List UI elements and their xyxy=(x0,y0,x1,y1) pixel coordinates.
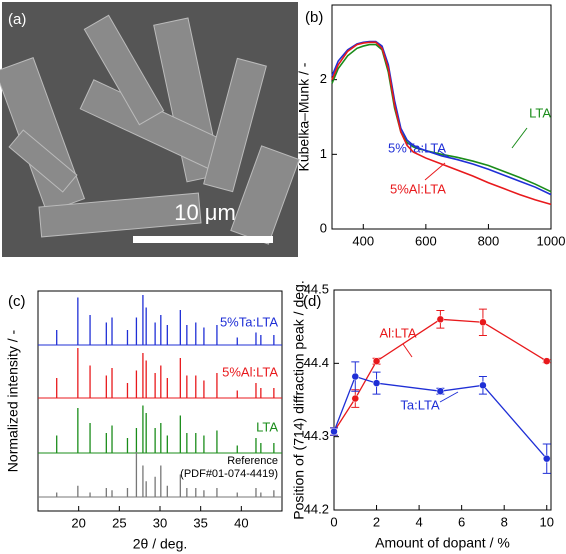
y-axis-label: Kubelka–Munk / - xyxy=(296,62,312,171)
spectrum-line xyxy=(332,45,551,192)
y-axis-label: Normalized intensity / - xyxy=(5,329,21,472)
series-label: LTA xyxy=(256,419,278,434)
data-point xyxy=(352,395,359,402)
x-tick-label: 20 xyxy=(71,515,85,530)
panel-label: (b) xyxy=(305,9,323,26)
data-point xyxy=(543,455,550,462)
scale-label: 10 μm xyxy=(174,200,236,225)
y-tick-label: 1 xyxy=(320,146,327,161)
scale-bar xyxy=(133,236,273,243)
x-tick-label: 800 xyxy=(478,233,500,248)
series-label: 5%Al:LTA xyxy=(390,181,446,196)
x-tick-label: 600 xyxy=(415,233,437,248)
data-point xyxy=(437,316,444,323)
x-tick-label: 4 xyxy=(415,514,422,529)
y-tick-label: 44.5 xyxy=(304,281,329,296)
x-tick-label: 10 xyxy=(540,514,554,529)
spectrum-line xyxy=(332,42,551,195)
data-point xyxy=(437,388,444,395)
y-tick-label: 0 xyxy=(320,220,327,235)
panel-label: (a) xyxy=(8,11,26,28)
data-point xyxy=(331,428,338,435)
figure: 10 μm (a) (b)4006008001000012Kubelka–Mun… xyxy=(0,0,566,554)
x-axis-label: Amount of dopant / % xyxy=(375,535,510,551)
series-label: Ta:LTA xyxy=(400,397,440,412)
data-point xyxy=(479,319,486,326)
x-axis-label: 2θ / deg. xyxy=(133,536,188,552)
series-label: LTA xyxy=(529,105,551,120)
y-tick-label: 44.3 xyxy=(304,428,329,443)
x-tick-label: 40 xyxy=(234,515,248,530)
data-point xyxy=(543,358,550,365)
data-point xyxy=(373,380,380,387)
x-tick-label: 0 xyxy=(330,514,337,529)
data-point xyxy=(373,358,380,365)
x-tick-label: 8 xyxy=(501,514,508,529)
x-tick-label: 1000 xyxy=(537,233,566,248)
y-axis-label: Position of (714) diffraction peak / deg… xyxy=(291,280,307,519)
label-arrow xyxy=(403,344,412,357)
sem-image: 10 μm (a) xyxy=(0,2,299,257)
plot-frame xyxy=(334,290,551,510)
data-point xyxy=(479,382,486,389)
series-label: 5%Al:LTA xyxy=(222,364,278,379)
x-tick-label: 2 xyxy=(373,514,380,529)
series-label: 5%Ta:LTA xyxy=(220,314,278,329)
x-tick-label: 25 xyxy=(112,515,126,530)
label-arrow xyxy=(512,128,527,148)
x-tick-label: 35 xyxy=(193,515,207,530)
x-tick-label: 6 xyxy=(458,514,465,529)
data-point xyxy=(352,373,359,380)
data-line xyxy=(334,319,547,431)
y-tick-label: 44.4 xyxy=(304,355,329,370)
y-tick-label: 2 xyxy=(320,71,327,86)
annotation: (PDF#01-074-4419) xyxy=(180,468,278,480)
series-label: Al:LTA xyxy=(379,325,416,340)
panel-label: (c) xyxy=(8,293,26,310)
series-label: Reference xyxy=(227,455,278,467)
x-tick-label: 400 xyxy=(352,233,374,248)
y-tick-label: 44.2 xyxy=(304,501,329,516)
label-arrow xyxy=(425,163,445,180)
x-tick-label: 30 xyxy=(153,515,167,530)
